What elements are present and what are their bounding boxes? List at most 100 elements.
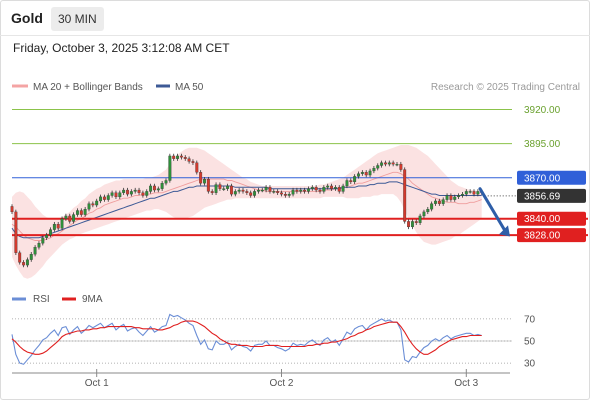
candle-body [391, 162, 395, 165]
rsi-tick-30: 30 [524, 359, 536, 370]
candle-body [22, 262, 25, 266]
candle-body [129, 191, 133, 195]
candle-body [79, 210, 83, 215]
rsi-tick-70: 70 [524, 314, 536, 325]
rsi-legend-label: RSI [33, 294, 50, 305]
candle-body [214, 184, 218, 193]
candle-body [291, 189, 295, 195]
candle-body [418, 215, 422, 223]
time-tick-label: Oct 3 [454, 378, 478, 389]
time-tick-label: Oct 1 [85, 378, 109, 389]
timeframe-badge[interactable]: 30 MIN [51, 7, 104, 31]
candle-body [176, 155, 179, 159]
candle-body [306, 188, 310, 192]
candle-body [318, 189, 322, 192]
candle-body [330, 185, 333, 189]
candle-body [191, 161, 195, 163]
candle-body [141, 192, 145, 196]
rsi-tick-50: 50 [524, 337, 536, 348]
candle-body [56, 224, 60, 229]
candle-body [41, 237, 45, 244]
candle-body [449, 195, 453, 200]
candle-body [106, 195, 110, 200]
rsi-legend: RSI 9MA [12, 294, 103, 305]
candles [10, 153, 484, 268]
rsi-ma9-line [11, 320, 482, 355]
candle-body [164, 180, 168, 184]
rsi-line [11, 313, 482, 365]
ma9-legend-label: 9MA [82, 294, 103, 305]
candle-body [118, 192, 122, 198]
candle-body [133, 189, 137, 192]
candle-body [168, 155, 172, 181]
candle-body [472, 191, 476, 195]
candle-body [183, 157, 187, 159]
candle-body [137, 189, 141, 193]
candle-body [91, 203, 95, 206]
candle-body [102, 196, 106, 200]
chart-datetime: Friday, October 3, 2025 3:12:08 AM CET [13, 41, 230, 55]
candle-body [341, 185, 345, 192]
candle-body [206, 178, 210, 192]
last-price-label: 3856.69 [524, 191, 561, 202]
price-plot: 3920.00 3895.00 3870.00 3840.00 3828.00 3856.… [10, 105, 588, 279]
level-label-support-1: 3840.00 [524, 214, 561, 225]
candle-body [25, 259, 29, 266]
candle-body [372, 168, 376, 172]
candle-body [407, 221, 410, 228]
level-label-support-2: 3828.00 [524, 231, 561, 242]
bollinger-legend-label: MA 20 + Bollinger Bands [33, 82, 143, 93]
credit-text: Research © 2025 Trading Central [431, 82, 580, 93]
level-tag-pivot [517, 170, 586, 185]
candle-body [83, 208, 87, 215]
candle-body [276, 191, 280, 193]
candle-body [295, 189, 299, 192]
candle-body [256, 189, 260, 192]
candle-body [18, 252, 22, 263]
candle-body [403, 169, 407, 222]
candle-body [326, 185, 330, 188]
candle-body [414, 221, 418, 223]
rsi-plot: 70 50 30 [11, 313, 536, 370]
candle-body [253, 191, 256, 196]
candle-body [226, 185, 230, 189]
candle-body [357, 173, 360, 177]
candle-body [322, 187, 326, 192]
candle-body [410, 221, 414, 228]
candle-body [110, 192, 114, 196]
candle-body [387, 162, 391, 165]
candle-body [272, 191, 276, 193]
candle-body [441, 199, 445, 204]
candle-body [314, 187, 318, 191]
candle-body [383, 162, 387, 165]
candle-body [241, 189, 245, 192]
candle-body [229, 185, 233, 195]
candle-body [310, 187, 314, 189]
candle-body [395, 163, 399, 166]
ma50-legend-swatch [156, 84, 170, 88]
rsi-legend-swatch [12, 297, 26, 301]
candle-body [99, 196, 102, 202]
candle-body [195, 162, 199, 173]
candle-body [10, 206, 14, 213]
candle-body [29, 254, 33, 260]
candle-body [422, 211, 426, 217]
bollinger-band [12, 145, 482, 279]
candle-body [203, 178, 206, 184]
symbol-title: Gold [11, 10, 43, 26]
candle-body [114, 192, 118, 198]
candle-body [233, 191, 237, 195]
candle-body [364, 172, 368, 176]
candle-body [445, 195, 449, 200]
candle-body [287, 193, 291, 196]
candle-body [353, 176, 357, 183]
candle-body [337, 187, 341, 192]
candle-body [172, 155, 176, 159]
level-label-pivot: 3870.00 [524, 173, 561, 184]
candle-body [87, 203, 91, 210]
candle-body [145, 191, 149, 196]
candle-body [14, 211, 18, 253]
forecast-arrow-head [499, 225, 510, 237]
candle-body [476, 191, 480, 195]
